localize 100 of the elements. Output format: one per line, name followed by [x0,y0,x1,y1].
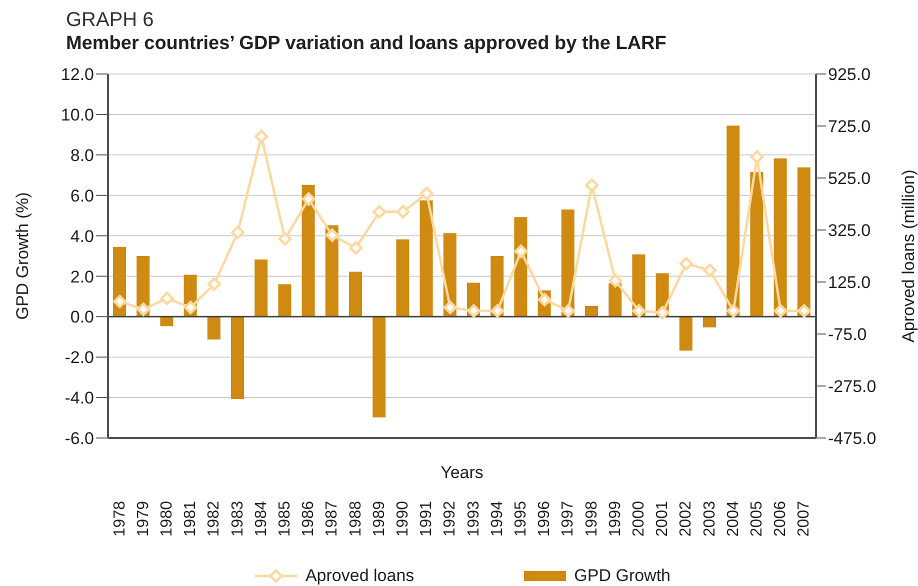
x-tick-label: 1997 [560,500,577,537]
x-tick-label: 1987 [324,500,341,537]
x-tick-label: 1983 [229,500,246,537]
bar [396,239,410,317]
y2-tick-label: -475.0 [828,429,876,448]
point [514,244,528,258]
y-tick-label: 2.0 [70,267,94,286]
point [302,192,316,206]
point [656,306,670,320]
point [561,304,575,318]
point [325,228,339,242]
bar [726,126,740,317]
point [679,257,693,271]
y-axis-title: GPD Growth (%) [13,192,32,320]
bar [797,167,810,317]
point [443,300,457,314]
x-tick-label: 1980 [158,500,176,537]
bar [254,259,268,317]
x-tick-label: 1985 [276,500,294,537]
bar [750,172,764,317]
bar [372,316,386,418]
x-tick-label: 1994 [488,500,506,537]
point [349,241,363,255]
y-tick-label: 0.0 [70,308,94,327]
y2-tick-label: -275.0 [828,377,876,396]
x-tick-label: 1988 [347,500,364,537]
x-tick-label: 1992 [442,500,459,537]
point [207,277,221,291]
bar [420,200,433,317]
y2-tick-label: 125.0 [828,273,871,292]
point [608,274,622,288]
point [632,304,646,318]
point [254,130,268,144]
y-tick-label: 4.0 [70,226,94,246]
x-tick-label: 1979 [134,500,152,537]
x-tick-label: 1978 [111,500,128,537]
legend-label: Aproved loans [305,566,414,586]
x-tick-label: 2006 [772,500,790,537]
bar [608,283,622,317]
x-tick-label: 1991 [418,500,436,537]
point [467,304,481,318]
x-tick-label: 1989 [370,500,388,537]
chart-title: GRAPH 6 [66,8,155,32]
x-tick-label: 2001 [654,500,672,537]
x-tick-label: 1986 [300,500,318,537]
y2-tick-label: 325.0 [828,221,871,240]
x-tick-label: 2000 [630,500,648,537]
point [136,302,150,316]
point [774,304,788,318]
bar [585,306,598,317]
x-tick-label: 2004 [724,500,742,537]
x-tick-label: 1990 [394,500,412,537]
point [750,150,764,164]
point [396,205,410,219]
bar [231,316,244,399]
point [585,178,599,192]
chart-subtitle: Member countries’ GDP variation and loans approved by the LARF [66,32,668,56]
y-tick-label: -4.0 [64,388,94,408]
x-axis-title: Years [440,463,484,482]
x-tick-label: 1993 [465,500,482,537]
point [490,304,504,318]
point [184,300,198,314]
y2-tick-label: -75.0 [828,325,867,344]
y2-axis-title: Aproved loans (million) [899,170,918,342]
y-tick-label: -2.0 [64,348,94,368]
y-tick-label: -6.0 [64,429,94,448]
x-tick-label: 2003 [701,500,718,537]
point [797,304,811,318]
y-tick-label: 8.0 [70,146,94,165]
x-tick-label: 1998 [583,500,600,537]
point [538,292,552,306]
point [278,232,292,246]
x-tick-label: 1996 [536,500,554,537]
bar [679,316,692,351]
y-tick-label: 10.0 [60,105,94,124]
x-tick-label: 2007 [796,500,813,537]
x-tick-label: 1981 [182,500,200,537]
point [726,304,740,318]
y-tick-label: 12.0 [60,65,94,84]
point [160,292,174,306]
point [372,205,386,219]
x-tick-label: 1982 [206,500,223,537]
y-tick-label: 6.0 [70,186,94,206]
bar [703,316,716,328]
bar [302,184,315,317]
bar [278,284,292,317]
bar [774,158,787,317]
bar [349,272,362,317]
x-tick-label: 1999 [606,500,624,537]
bar [207,316,220,340]
x-tick-label: 1995 [512,500,530,537]
point [113,294,127,308]
legend-label: GPD Growth [574,566,671,586]
point [703,264,717,278]
y2-tick-label: 725.0 [828,117,871,136]
x-tick-label: 2002 [678,500,695,537]
point [420,186,434,200]
x-tick-label: 1984 [252,500,270,537]
y2-tick-label: 525.0 [828,169,871,188]
x-tick-label: 2005 [748,500,766,537]
